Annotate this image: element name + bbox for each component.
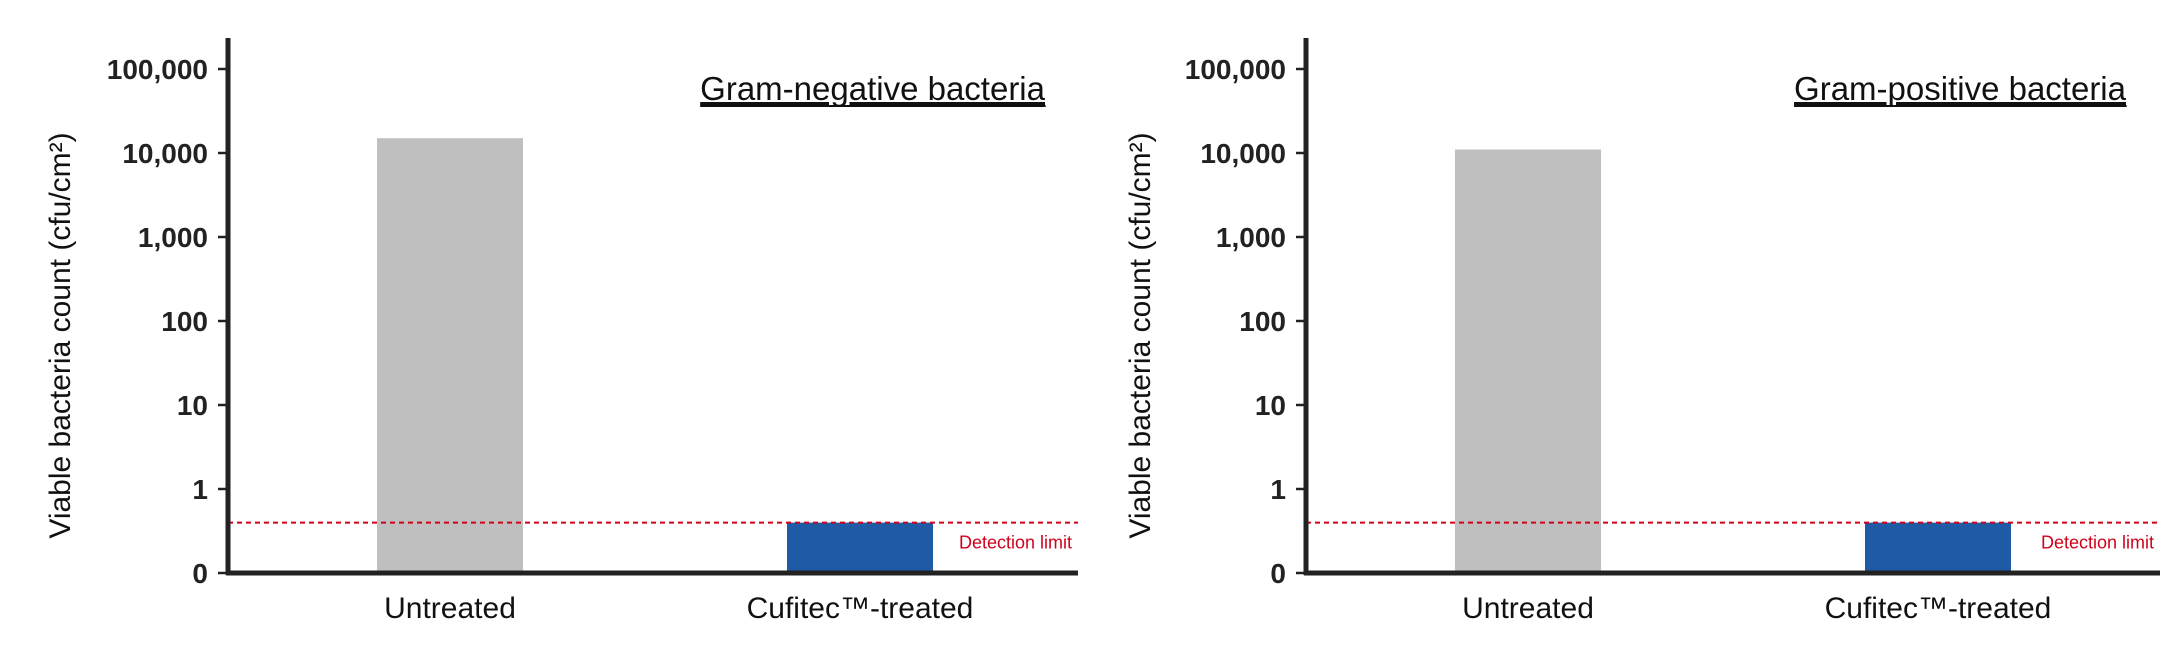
category-label: Untreated	[384, 592, 516, 625]
y-tick-label: 10,000	[1200, 138, 1286, 169]
y-tick-label: 1,000	[1216, 222, 1286, 253]
category-label: Cufitec™-treated	[1825, 592, 2052, 625]
y-tick-label: 10	[1255, 390, 1286, 421]
y-tick-label: 0	[1270, 558, 1286, 589]
y-tick-label: 100,000	[107, 54, 208, 85]
detection-limit-label: Detection limit	[959, 533, 1072, 553]
y-tick-label: 1	[1270, 474, 1286, 505]
chart-title: Gram-positive bacteria	[1794, 70, 2127, 107]
category-label: Untreated	[1462, 592, 1594, 625]
y-tick-label: 100,000	[1185, 54, 1286, 85]
y-tick-label: 100	[1239, 306, 1286, 337]
y-tick-label: 100	[161, 306, 208, 337]
y-tick-label: 0	[192, 558, 208, 589]
y-tick-label: 1	[192, 474, 208, 505]
y-tick-label: 10	[177, 390, 208, 421]
bar-treated	[1865, 522, 2011, 573]
chart-2: Untreated Cufitec™-treated Detection limit…	[1124, 38, 2160, 625]
bar-untreated	[377, 138, 523, 574]
y-axis-label: Viable bacteria count (cfu/cm²)	[44, 132, 77, 538]
y-tick-label: 10,000	[122, 138, 208, 169]
bar-treated	[787, 522, 933, 573]
bar-untreated	[1455, 149, 1601, 573]
detection-limit-label: Detection limit	[2041, 533, 2154, 553]
y-tick-label: 1,000	[138, 222, 208, 253]
chart-1: Untreated Cufitec™-treated Detection limit…	[44, 38, 1078, 625]
category-label: Cufitec™-treated	[747, 592, 974, 625]
chart-title: Gram-negative bacteria	[700, 70, 1045, 107]
y-axis-label: Viable bacteria count (cfu/cm²)	[1124, 132, 1157, 538]
